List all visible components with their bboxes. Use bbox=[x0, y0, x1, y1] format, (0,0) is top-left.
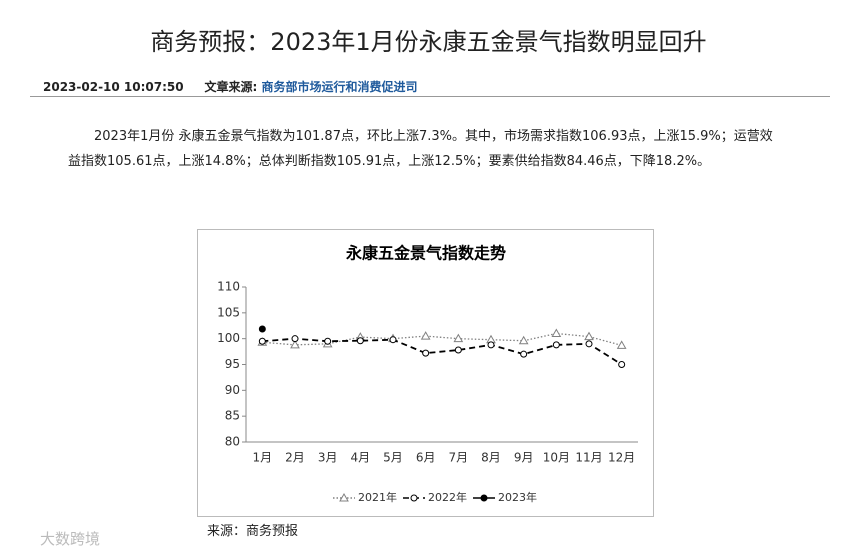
y-tick-label: 105 bbox=[217, 305, 240, 319]
data-point bbox=[422, 349, 430, 357]
x-tick-label: 10月 bbox=[543, 451, 570, 465]
data-point bbox=[290, 339, 300, 349]
data-point bbox=[454, 346, 462, 354]
divider bbox=[30, 96, 830, 97]
x-tick-label: 9月 bbox=[514, 451, 534, 465]
chart-title: 永康五金景气指数走势 bbox=[345, 244, 506, 263]
source-link[interactable]: 商务部市场运行和消费促进司 bbox=[261, 80, 418, 94]
legend-marker bbox=[410, 494, 418, 502]
x-tick-label: 5月 bbox=[383, 451, 403, 465]
legend-marker bbox=[339, 492, 349, 502]
data-point bbox=[552, 341, 560, 349]
legend-label: 2023年 bbox=[498, 490, 537, 504]
data-point bbox=[258, 325, 266, 333]
data-point bbox=[616, 340, 627, 349]
y-tick-label: 85 bbox=[225, 409, 240, 423]
y-tick-label: 90 bbox=[225, 383, 240, 397]
x-tick-label: 12月 bbox=[608, 451, 635, 465]
x-tick-label: 7月 bbox=[449, 451, 469, 465]
data-point bbox=[551, 328, 562, 337]
x-tick-label: 2月 bbox=[285, 451, 305, 465]
data-point bbox=[258, 337, 266, 345]
y-tick-label: 110 bbox=[217, 280, 240, 294]
x-tick-label: 1月 bbox=[253, 451, 273, 465]
data-point bbox=[584, 331, 594, 341]
source-label: 文章来源: bbox=[204, 80, 258, 94]
data-point bbox=[291, 335, 299, 343]
watermark: 大数跨境 bbox=[40, 530, 101, 548]
data-point bbox=[420, 331, 431, 340]
data-point bbox=[585, 340, 593, 348]
x-tick-label: 11月 bbox=[575, 451, 602, 465]
data-point bbox=[520, 350, 528, 358]
y-tick-label: 80 bbox=[225, 435, 240, 449]
data-point bbox=[389, 336, 397, 344]
paragraph: 2023年1月份 永康五金景气指数为101.87点，环比上涨7.3%。其中，市场… bbox=[68, 129, 773, 169]
y-tick-label: 95 bbox=[225, 357, 240, 371]
legend-label: 2021年 bbox=[358, 490, 397, 504]
data-point bbox=[487, 341, 495, 349]
data-point bbox=[453, 333, 464, 343]
data-point bbox=[356, 337, 364, 345]
x-tick-label: 6月 bbox=[416, 451, 436, 465]
datetime: 2023-02-10 10:07:50 bbox=[43, 80, 184, 94]
legend-label: 2022年 bbox=[428, 490, 467, 504]
source-note: 来源：商务预报 bbox=[207, 524, 299, 539]
x-tick-label: 4月 bbox=[351, 451, 371, 465]
data-point bbox=[518, 335, 529, 345]
x-tick-label: 8月 bbox=[481, 451, 501, 465]
data-point bbox=[618, 361, 626, 368]
chart: 永康五金景气指数走势 80 85 90 95 100 105 110 1月 2月 3月 4月 5月 6月… bbox=[197, 229, 654, 517]
series-line bbox=[262, 332, 622, 347]
series-line bbox=[262, 337, 623, 366]
meta: 2023-02-10 10:07:50 文章来源: 商务部市场运行和消费促进司 bbox=[43, 78, 418, 95]
legend-marker bbox=[480, 494, 488, 502]
x-tick-label: 3月 bbox=[318, 451, 338, 465]
data-point bbox=[324, 337, 332, 345]
headline: 商务预报：2023年1月份永康五金景气指数明显回升 bbox=[150, 28, 707, 56]
y-tick-label: 100 bbox=[217, 331, 240, 345]
